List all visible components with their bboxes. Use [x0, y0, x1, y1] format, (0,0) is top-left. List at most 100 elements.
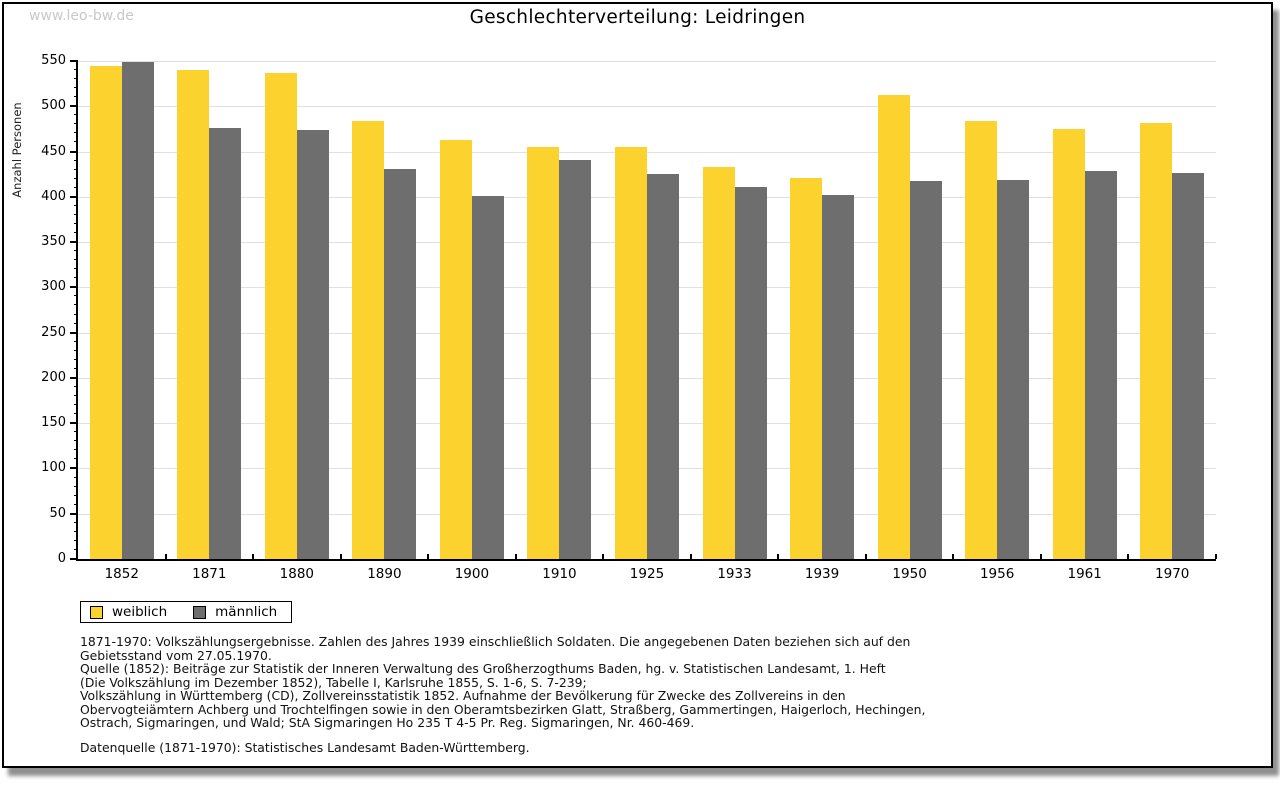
x-boundary-tick: [864, 554, 867, 559]
legend-swatch-icon: [193, 605, 207, 619]
y-major-tick: [70, 286, 78, 289]
bar-maennlich-1939: [822, 195, 855, 559]
y-tick-label: 500: [41, 98, 66, 114]
footer-line: 1871-1970: Volkszählungsergebnisse. Zahl…: [80, 634, 911, 649]
y-gridline: [78, 61, 1216, 62]
legend-item-maennlich: männlich: [193, 604, 277, 620]
y-major-tick: [70, 512, 78, 515]
x-axis-line: [76, 559, 1216, 561]
bar-weiblich-1950: [877, 94, 910, 559]
x-boundary-tick: [1215, 554, 1217, 559]
y-major-tick: [70, 331, 78, 334]
chart-page: www.leo-bw.de Geschlechterverteilung: Le…: [2, 2, 1273, 768]
legend-swatch-icon: [90, 605, 103, 619]
bar-weiblich-1956: [965, 120, 998, 559]
y-axis-line: [76, 60, 78, 561]
x-tick-label: 1852: [104, 566, 139, 582]
bar-weiblich-1852: [89, 65, 122, 559]
legend-label: weiblich: [112, 604, 168, 620]
y-tick-label: 100: [41, 460, 66, 476]
footer-line: Quelle (1852): Beiträge zur Statistik de…: [80, 661, 886, 676]
x-tick-label: 1939: [804, 566, 840, 582]
watermark: www.leo-bw.de: [29, 8, 134, 24]
y-tick-label: 450: [41, 143, 66, 159]
x-tick-label: 1925: [629, 566, 665, 582]
y-gridline: [78, 106, 1216, 108]
bar-weiblich-1890: [352, 120, 385, 559]
y-major-tick: [70, 467, 78, 470]
legend-label: männlich: [215, 604, 278, 620]
y-tick-label: 200: [41, 369, 66, 385]
footer-line: Gebietsstand vom 27.05.1970.: [80, 647, 272, 663]
footer-line: Volkszählung in Württemberg (CD), Zollve…: [80, 688, 846, 703]
y-tick-label: 50: [49, 505, 66, 521]
bar-weiblich-1880: [264, 72, 297, 559]
bar-maennlich-1950: [909, 181, 942, 559]
x-boundary-tick: [1039, 554, 1042, 559]
x-boundary-tick: [427, 554, 430, 559]
bar-maennlich-1852: [121, 61, 154, 559]
bar-weiblich-1900: [439, 139, 472, 559]
y-major-tick: [70, 422, 78, 425]
legend-item-weiblich: weiblich: [90, 604, 167, 620]
x-tick-label: 1871: [192, 566, 227, 582]
x-tick-label: 1950: [892, 566, 927, 582]
y-tick-label: 550: [41, 53, 66, 68]
bar-maennlich-1900: [471, 195, 504, 559]
x-boundary-tick: [689, 554, 692, 559]
y-major-tick: [70, 241, 78, 244]
x-tick-label: 1961: [1067, 566, 1102, 582]
x-boundary-tick: [952, 554, 955, 559]
x-tick-label: 1880: [279, 566, 314, 582]
x-tick-label: 1956: [979, 566, 1015, 582]
bar-weiblich-1970: [1140, 123, 1173, 559]
bar-maennlich-1956: [997, 179, 1030, 559]
bar-maennlich-1890: [384, 168, 417, 559]
x-boundary-tick: [1127, 554, 1130, 559]
bar-chart: 0 50 100 150 200 250 300 350 400 450 500 550 1852 187…: [4, 4, 1271, 766]
x-tick-label: 1970: [1155, 566, 1190, 582]
x-boundary-tick: [602, 554, 605, 559]
x-tick-label: 1890: [367, 566, 402, 582]
x-tick-label: 1900: [454, 566, 490, 582]
bar-weiblich-1961: [1052, 128, 1085, 559]
y-major-tick: [70, 60, 78, 62]
y-tick-label: 0: [57, 551, 66, 566]
footer-notes: 1871-1970: Volkszählungsergebnisse. Zahl…: [80, 635, 1200, 730]
x-boundary-tick: [514, 554, 517, 559]
y-tick-label: 250: [41, 324, 66, 340]
y-major-tick: [70, 195, 78, 198]
x-tick-label: 1933: [717, 566, 752, 582]
bar-weiblich-1925: [615, 147, 647, 559]
bar-maennlich-1910: [559, 159, 592, 559]
chart-legend: weiblich männlich: [80, 601, 293, 623]
y-major-tick: [70, 150, 78, 153]
x-tick-label: 1910: [542, 566, 577, 582]
x-boundary-tick: [339, 554, 342, 559]
bar-maennlich-1925: [647, 174, 679, 559]
page-title: Geschlechterverteilung: Leidringen: [469, 7, 806, 28]
y-major-tick: [70, 558, 78, 560]
y-tick-label: 300: [41, 279, 66, 295]
bar-maennlich-1933: [734, 186, 767, 559]
footer-line: Obervogteiämtern Achberg und Trochtelfin…: [80, 701, 926, 717]
x-boundary-tick: [164, 554, 167, 559]
footer-line: (Die Volkszählung im Dezember 1852), Tab…: [80, 674, 587, 690]
y-gridline: [78, 151, 1216, 153]
bar-weiblich-1871: [177, 70, 210, 559]
bar-weiblich-1933: [702, 166, 735, 559]
y-major-tick: [70, 376, 78, 379]
bar-weiblich-1910: [527, 147, 560, 559]
footer-line: Ostrach, Sigmaringen, und Wald; StA Sigm…: [80, 715, 695, 730]
y-tick-label: 350: [41, 234, 66, 250]
bar-maennlich-1970: [1172, 173, 1205, 559]
bar-maennlich-1880: [296, 129, 329, 559]
x-boundary-tick: [777, 554, 780, 559]
datasource-note: Datenquelle (1871-1970): Statistisches L…: [80, 740, 530, 755]
y-tick-label: 150: [41, 415, 66, 431]
bar-maennlich-1961: [1084, 171, 1117, 559]
x-boundary-tick: [252, 554, 255, 559]
bar-weiblich-1939: [790, 177, 823, 559]
chart-content: www.leo-bw.de Geschlechterverteilung: Le…: [4, 4, 1271, 766]
y-tick-label: 400: [41, 188, 66, 204]
